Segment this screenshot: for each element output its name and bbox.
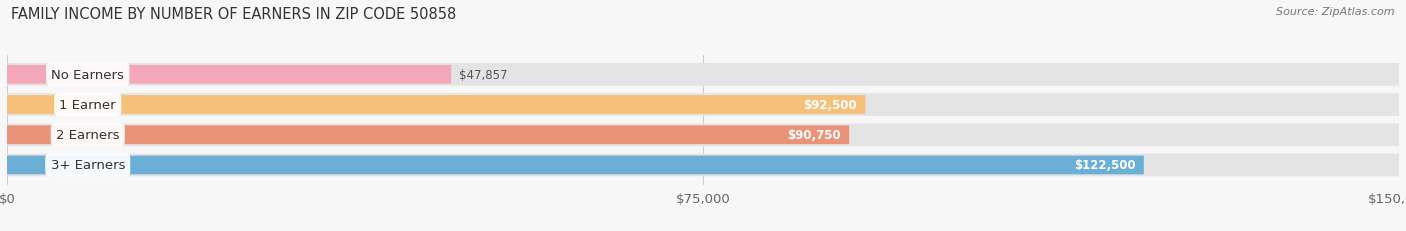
Text: $47,857: $47,857 bbox=[460, 69, 508, 82]
Text: 3+ Earners: 3+ Earners bbox=[51, 159, 125, 172]
Text: No Earners: No Earners bbox=[52, 69, 124, 82]
Text: FAMILY INCOME BY NUMBER OF EARNERS IN ZIP CODE 50858: FAMILY INCOME BY NUMBER OF EARNERS IN ZI… bbox=[11, 7, 457, 22]
FancyBboxPatch shape bbox=[7, 124, 1399, 146]
FancyBboxPatch shape bbox=[7, 94, 1399, 116]
FancyBboxPatch shape bbox=[7, 156, 1144, 175]
FancyBboxPatch shape bbox=[7, 66, 451, 84]
Text: $90,750: $90,750 bbox=[787, 129, 841, 142]
FancyBboxPatch shape bbox=[7, 96, 866, 114]
Text: Source: ZipAtlas.com: Source: ZipAtlas.com bbox=[1277, 7, 1395, 17]
FancyBboxPatch shape bbox=[7, 126, 849, 144]
Text: $92,500: $92,500 bbox=[803, 99, 858, 112]
FancyBboxPatch shape bbox=[7, 64, 1399, 86]
Text: 2 Earners: 2 Earners bbox=[56, 129, 120, 142]
Text: $122,500: $122,500 bbox=[1074, 159, 1136, 172]
FancyBboxPatch shape bbox=[7, 154, 1399, 176]
Text: 1 Earner: 1 Earner bbox=[59, 99, 117, 112]
